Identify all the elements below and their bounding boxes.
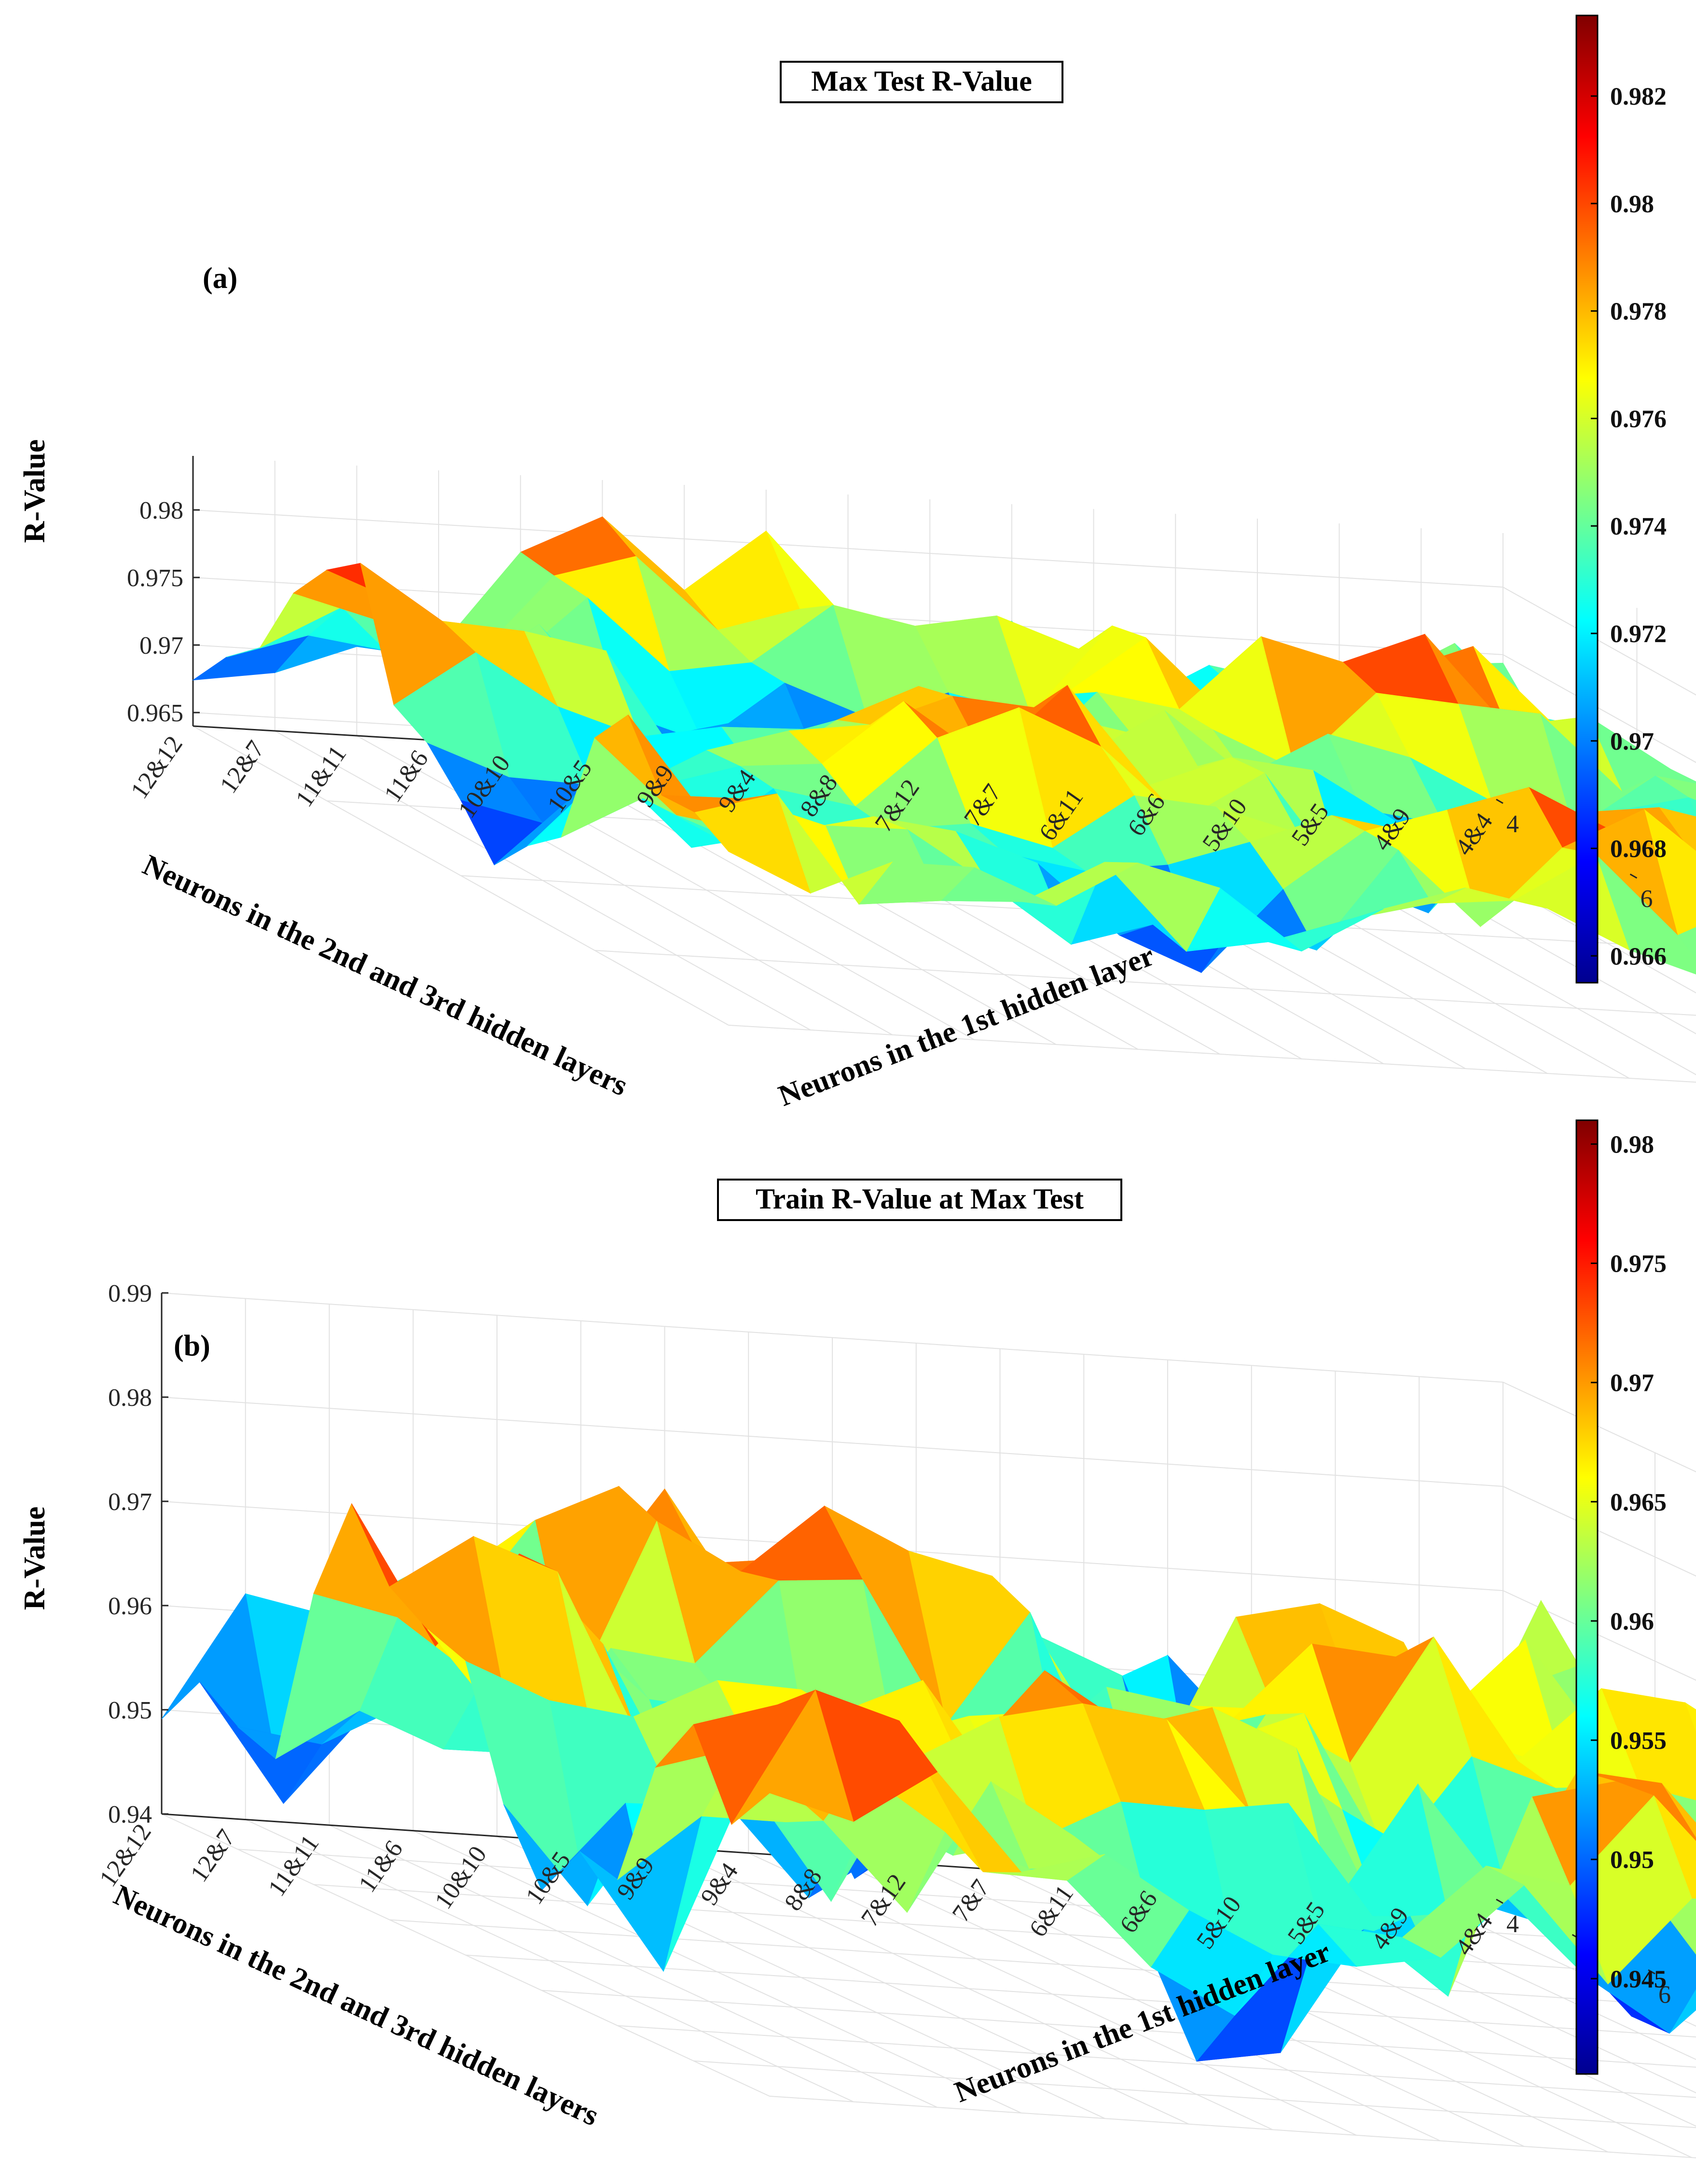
gridline xyxy=(161,1292,1696,1472)
y-tick-label: 12&7 xyxy=(215,736,270,798)
colorbar-tick-label: 0.96 xyxy=(1610,1608,1654,1635)
colorbar-tick-label: 0.982 xyxy=(1610,83,1667,110)
x-tick-label: 4 xyxy=(1506,810,1519,838)
panel-b: 0.940.950.960.970.980.99 12&12 12&7 11&11 1… xyxy=(18,1119,1696,2158)
gridline xyxy=(693,2060,1696,2129)
colorbar-tick-label: 0.965 xyxy=(1610,1489,1667,1516)
panel-a-title: Max Test R-Value xyxy=(811,65,1032,97)
gridline xyxy=(413,1830,1021,2114)
gridline xyxy=(356,735,893,1035)
z-tick-label: 0.965 xyxy=(127,700,183,727)
x-tick-label: 6 xyxy=(1641,885,1653,913)
y-tick-label: 12&7 xyxy=(185,1825,241,1887)
x-tick-mark xyxy=(1648,1969,1655,1975)
panel-a-tag: (a) xyxy=(203,262,237,295)
x-tick-label: 6 xyxy=(1658,1981,1671,2008)
panel-a-x-axis-label: Neurons in the 1st hidden layer xyxy=(774,939,1158,1113)
gridline xyxy=(193,726,729,1026)
x-tick-mark xyxy=(1629,873,1638,879)
x-tick-mark xyxy=(1496,798,1503,804)
y-tick-label: 11&6 xyxy=(379,745,434,807)
colorbar-tick-label: 0.974 xyxy=(1610,513,1667,540)
panel-b-colorbar-ticks: 0.945 0.95 0.955 0.96 0.965 0.97 0.975 0.98 xyxy=(1591,1131,1667,1993)
z-tick-label: 0.97 xyxy=(108,1488,152,1516)
gridline xyxy=(161,1813,770,2097)
colorbar-tick-label: 0.976 xyxy=(1610,405,1667,433)
colorbar-tick-label: 0.98 xyxy=(1610,1131,1654,1158)
panel-a-surface xyxy=(192,516,1696,975)
colorbar-tick-label: 0.98 xyxy=(1610,191,1654,218)
panel-a-x-ticks: 4681012 xyxy=(1496,798,1653,913)
panel-b-z-ticks: 0.94 0.95 0.96 0.97 0.98 0.99 xyxy=(108,1280,168,1828)
surface-patch xyxy=(731,1689,854,1825)
panel-a-z-axis-label: R-Value xyxy=(18,440,51,543)
gridline xyxy=(664,1847,1273,2130)
colorbar-tick-label: 0.945 xyxy=(1610,1965,1667,1993)
panel-b-z-axis-label: R-Value xyxy=(18,1507,51,1610)
z-tick-label: 0.95 xyxy=(108,1697,152,1724)
panel-a-y-axis-label: Neurons in the 2nd and 3rd hidden layers xyxy=(138,849,633,1102)
z-tick-label: 0.98 xyxy=(139,497,183,524)
y-tick-label: 12&12 xyxy=(125,731,188,804)
panel-b-title-box xyxy=(717,1179,1122,1221)
gridline xyxy=(193,509,1696,696)
x-tick-mark xyxy=(1496,1898,1503,1904)
gridline xyxy=(161,1397,1696,1577)
gridline xyxy=(748,1853,1357,2136)
z-tick-label: 0.94 xyxy=(108,1801,152,1828)
panel-b-colorbar xyxy=(1575,1119,1599,2075)
panel-b-y-axis-label: Neurons in the 2nd and 3rd hidden layers xyxy=(109,1879,604,2132)
y-tick-label: 10&10 xyxy=(429,1841,492,1914)
panel-b-title: Train R-Value at Max Test xyxy=(756,1183,1084,1215)
colorbar-tick-label: 0.972 xyxy=(1610,620,1667,648)
colorbar-tick-label: 0.978 xyxy=(1610,298,1667,326)
surface-patch xyxy=(694,793,811,894)
gridline xyxy=(832,1858,1441,2142)
gridline xyxy=(329,1825,938,2108)
panel-a-colorbar xyxy=(1575,14,1599,984)
panel-a-title-box xyxy=(780,61,1063,103)
colorbar-tick-label: 0.95 xyxy=(1610,1846,1654,1874)
z-tick-label: 0.99 xyxy=(108,1280,152,1307)
gridline xyxy=(769,2096,1696,2158)
colorbar-tick-label: 0.97 xyxy=(1610,1370,1654,1397)
gridline xyxy=(245,1819,854,2102)
surface-patch xyxy=(1677,927,1696,961)
z-tick-label: 0.98 xyxy=(108,1384,152,1412)
panel-a-z-ticks: 0.965 0.97 0.975 0.98 xyxy=(127,497,200,727)
colorbar-tick-label: 0.975 xyxy=(1610,1250,1667,1278)
panel-b-surface xyxy=(161,1485,1696,2062)
y-tick-label: 7&7 xyxy=(947,1875,995,1927)
z-tick-label: 0.97 xyxy=(139,632,183,659)
panel-b-tag: (b) xyxy=(174,1330,210,1362)
y-tick-label: 11&11 xyxy=(290,741,352,812)
gridline xyxy=(1419,1897,1696,2027)
z-tick-label: 0.96 xyxy=(108,1593,152,1620)
colorbar-tick-label: 0.968 xyxy=(1610,836,1667,863)
panel-a-colorbar-ticks: 0.966 0.968 0.97 0.972 0.974 0.976 0.978 0.98 0.… xyxy=(1591,83,1667,970)
z-tick-label: 0.975 xyxy=(127,564,183,592)
x-tick-label: 4 xyxy=(1506,1910,1519,1938)
gridline xyxy=(617,2025,1696,2098)
colorbar-tick-label: 0.966 xyxy=(1610,943,1667,970)
colorbar-tick-label: 0.955 xyxy=(1610,1727,1667,1755)
gridline xyxy=(275,730,811,1030)
colorbar-tick-label: 0.97 xyxy=(1610,728,1654,755)
